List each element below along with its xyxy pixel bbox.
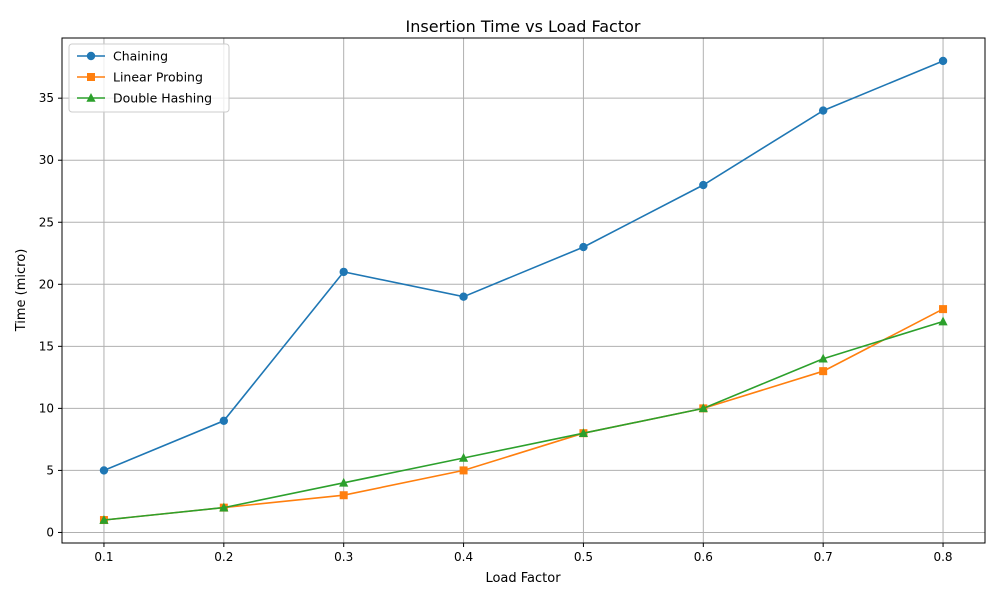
data-point-chaining [99, 466, 109, 475]
series-chaining [99, 56, 948, 475]
series-linear-probing [99, 305, 948, 525]
y-tick-label: 20 [39, 277, 54, 291]
y-tick-label: 10 [39, 401, 54, 415]
x-tick-label: 0.2 [214, 550, 233, 564]
grid [62, 38, 985, 543]
data-point-linear-probing [939, 305, 948, 314]
data-point-chaining [818, 106, 828, 115]
y-tick-label: 30 [39, 153, 54, 167]
legend-marker [86, 51, 96, 61]
legend-item-double-hashing: Double Hashing [77, 91, 212, 106]
x-axis-label: Load Factor [485, 571, 561, 586]
series-line-double-hashing [103, 320, 944, 521]
y-tick-label: 25 [39, 215, 54, 229]
legend-item-chaining: Chaining [77, 49, 168, 64]
data-point-double-hashing [938, 316, 948, 326]
legend-marker [87, 73, 95, 81]
x-axis-ticks: 0.1 0.2 0.3 0.4 0.5 0.6 0.7 0.8 [94, 543, 953, 564]
y-tick-label: 35 [39, 91, 54, 105]
legend-item-linear-probing: Linear Probing [77, 70, 203, 85]
data-point-chaining [699, 180, 708, 190]
series-layer [99, 56, 948, 525]
data-point-linear-probing [459, 466, 468, 475]
legend: Chaining Linear Probing Double Hashing [68, 43, 230, 113]
data-point-chaining [459, 292, 468, 301]
y-axis-label: Time (micro) [14, 249, 29, 333]
data-point-double-hashing [818, 353, 828, 363]
y-axis-ticks: 0 5 10 15 20 25 30 35 [39, 91, 62, 539]
legend-label: Chaining [113, 49, 168, 64]
data-point-chaining [579, 242, 588, 252]
data-point-chaining [938, 56, 948, 66]
x-tick-label: 0.6 [694, 550, 713, 564]
x-tick-label: 0.7 [814, 550, 833, 564]
legend-frame [68, 43, 230, 113]
x-tick-label: 0.1 [94, 550, 113, 564]
y-tick-label: 15 [39, 339, 54, 353]
data-point-double-hashing [99, 515, 109, 524]
data-point-chaining [339, 267, 348, 277]
series-double-hashing [99, 316, 948, 524]
legend-label: Linear Probing [113, 70, 203, 85]
data-point-double-hashing [578, 428, 589, 437]
series-line-chaining [103, 60, 944, 472]
y-tick-label: 5 [46, 463, 54, 477]
data-point-linear-probing [339, 491, 348, 500]
data-point-double-hashing [339, 477, 349, 487]
legend-marker [86, 93, 96, 102]
chart-title: Insertion Time vs Load Factor [406, 17, 641, 36]
x-tick-label: 0.4 [454, 550, 473, 564]
x-tick-label: 0.8 [933, 550, 952, 564]
data-point-chaining [219, 416, 229, 425]
y-tick-label: 0 [46, 525, 54, 539]
data-point-double-hashing [698, 403, 708, 413]
x-tick-label: 0.3 [334, 550, 353, 564]
plot-frame [61, 37, 986, 544]
legend-label: Double Hashing [113, 91, 212, 106]
data-point-double-hashing [219, 502, 229, 512]
x-tick-label: 0.5 [574, 550, 593, 564]
data-point-double-hashing [458, 453, 469, 462]
data-point-linear-probing [819, 367, 828, 376]
series-line-linear-probing [103, 308, 944, 521]
